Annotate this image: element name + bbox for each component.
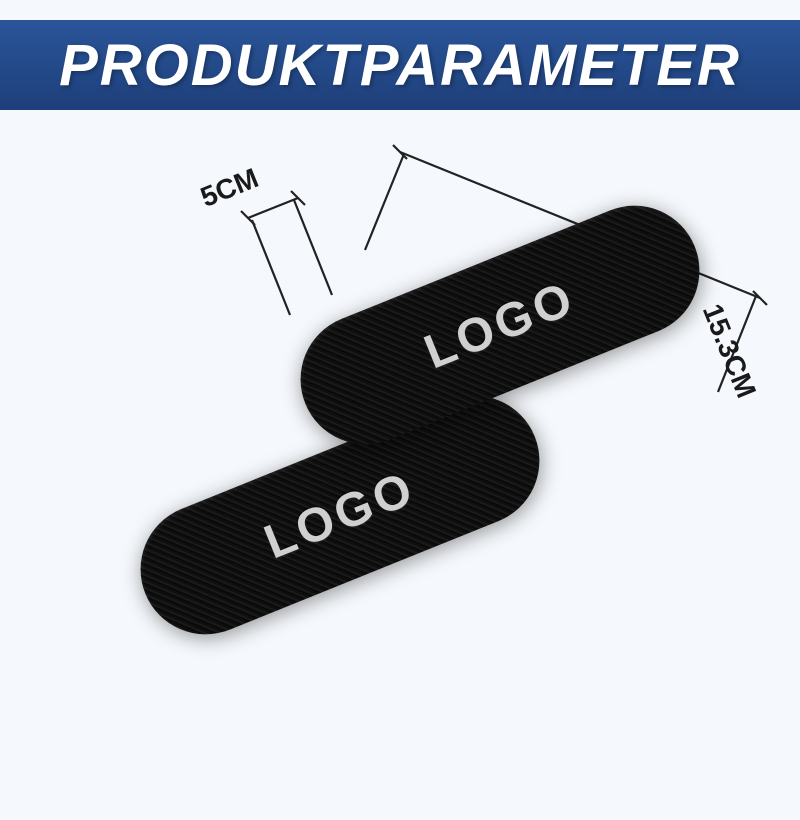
dimension-length-label: 15.3CM [696,300,762,403]
header-title: PRODUKTPARAMETER [59,32,741,99]
header-bar: PRODUKTPARAMETER [0,20,800,110]
pad-logo-text: LOGO [257,460,423,570]
diagram-area: /* hide the exploratory first two <g> gr… [0,110,800,800]
dimension-width-label: 5CM [196,162,263,214]
pad-logo-text: LOGO [417,270,583,380]
